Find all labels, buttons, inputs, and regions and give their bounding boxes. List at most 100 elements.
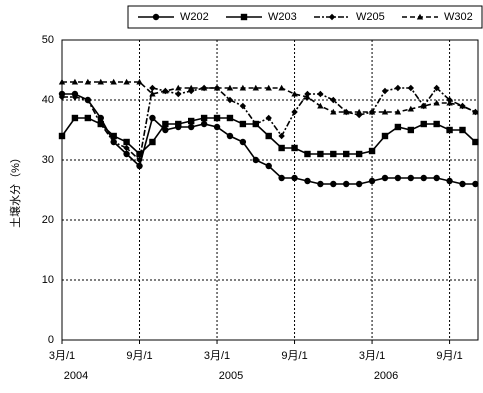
marker bbox=[136, 150, 143, 158]
marker bbox=[265, 84, 272, 91]
marker bbox=[240, 13, 248, 21]
marker bbox=[278, 132, 285, 140]
marker bbox=[162, 120, 169, 128]
marker bbox=[381, 174, 389, 182]
marker bbox=[136, 162, 143, 170]
y-tick-label: 30 bbox=[42, 154, 54, 166]
marker bbox=[110, 78, 117, 85]
marker bbox=[433, 84, 440, 92]
marker bbox=[265, 114, 272, 122]
y-tick-label: 40 bbox=[42, 94, 54, 106]
x-tick-label: 9月/1 bbox=[281, 350, 307, 362]
plot-frame bbox=[61, 39, 479, 341]
marker bbox=[317, 90, 324, 98]
marker bbox=[317, 150, 324, 158]
marker bbox=[239, 138, 247, 146]
legend-label: W302 bbox=[444, 11, 473, 23]
marker bbox=[472, 138, 479, 146]
marker bbox=[343, 150, 350, 158]
marker bbox=[446, 99, 453, 106]
marker bbox=[407, 126, 415, 134]
marker bbox=[420, 120, 427, 128]
marker bbox=[200, 120, 208, 128]
marker bbox=[226, 114, 234, 122]
marker bbox=[187, 123, 195, 131]
marker bbox=[84, 114, 92, 122]
marker bbox=[433, 174, 440, 182]
marker bbox=[433, 99, 440, 106]
marker bbox=[200, 84, 208, 91]
y-axis-label: 土壌水分（%） bbox=[9, 152, 22, 228]
marker bbox=[123, 138, 130, 146]
marker bbox=[394, 108, 402, 115]
marker bbox=[381, 87, 389, 95]
marker bbox=[175, 84, 182, 91]
marker bbox=[152, 13, 160, 21]
marker bbox=[330, 96, 337, 104]
marker bbox=[252, 156, 259, 164]
marker bbox=[123, 144, 130, 152]
marker bbox=[459, 180, 466, 188]
marker bbox=[278, 174, 285, 182]
marker bbox=[213, 114, 221, 122]
marker bbox=[226, 132, 234, 140]
marker bbox=[84, 96, 92, 104]
marker bbox=[187, 117, 195, 125]
legend-label: W202 bbox=[180, 11, 209, 23]
marker bbox=[149, 90, 156, 97]
marker bbox=[71, 114, 79, 122]
x-tick-label: 3月/1 bbox=[204, 350, 230, 362]
marker bbox=[394, 174, 402, 182]
marker bbox=[317, 102, 324, 109]
marker bbox=[381, 108, 389, 115]
marker bbox=[407, 174, 415, 182]
marker bbox=[149, 138, 156, 146]
marker bbox=[239, 84, 247, 91]
marker bbox=[136, 156, 143, 164]
marker bbox=[97, 78, 104, 85]
marker bbox=[58, 132, 66, 140]
y-tick-label: 10 bbox=[42, 274, 54, 286]
marker bbox=[71, 78, 79, 85]
marker bbox=[343, 108, 350, 115]
legend-label: W203 bbox=[268, 11, 297, 23]
marker bbox=[416, 13, 424, 20]
marker bbox=[472, 180, 479, 188]
marker bbox=[123, 150, 130, 158]
marker bbox=[472, 108, 479, 115]
marker bbox=[459, 102, 466, 109]
marker bbox=[394, 123, 402, 131]
marker bbox=[239, 120, 247, 128]
y-tick-label: 50 bbox=[42, 34, 54, 46]
marker bbox=[162, 87, 169, 94]
marker bbox=[446, 126, 453, 134]
marker bbox=[252, 84, 259, 91]
marker bbox=[291, 108, 298, 116]
year-label: 2005 bbox=[219, 370, 243, 382]
marker bbox=[278, 144, 285, 152]
marker bbox=[265, 132, 272, 140]
marker bbox=[175, 90, 182, 98]
marker bbox=[330, 180, 337, 188]
marker bbox=[213, 84, 221, 91]
y-tick-label: 20 bbox=[42, 214, 54, 226]
marker bbox=[291, 144, 298, 152]
marker bbox=[330, 150, 337, 158]
marker bbox=[407, 105, 415, 112]
marker bbox=[136, 78, 143, 85]
marker bbox=[175, 120, 182, 128]
marker bbox=[304, 177, 311, 185]
marker bbox=[149, 84, 156, 92]
marker bbox=[433, 120, 440, 128]
year-label: 2004 bbox=[64, 370, 88, 382]
marker bbox=[304, 150, 311, 158]
marker bbox=[355, 150, 363, 158]
marker bbox=[123, 78, 130, 85]
marker bbox=[459, 126, 466, 134]
marker bbox=[58, 93, 66, 101]
marker bbox=[226, 96, 234, 104]
marker bbox=[252, 120, 259, 128]
marker bbox=[420, 174, 427, 182]
marker bbox=[446, 177, 453, 185]
marker bbox=[265, 162, 272, 170]
